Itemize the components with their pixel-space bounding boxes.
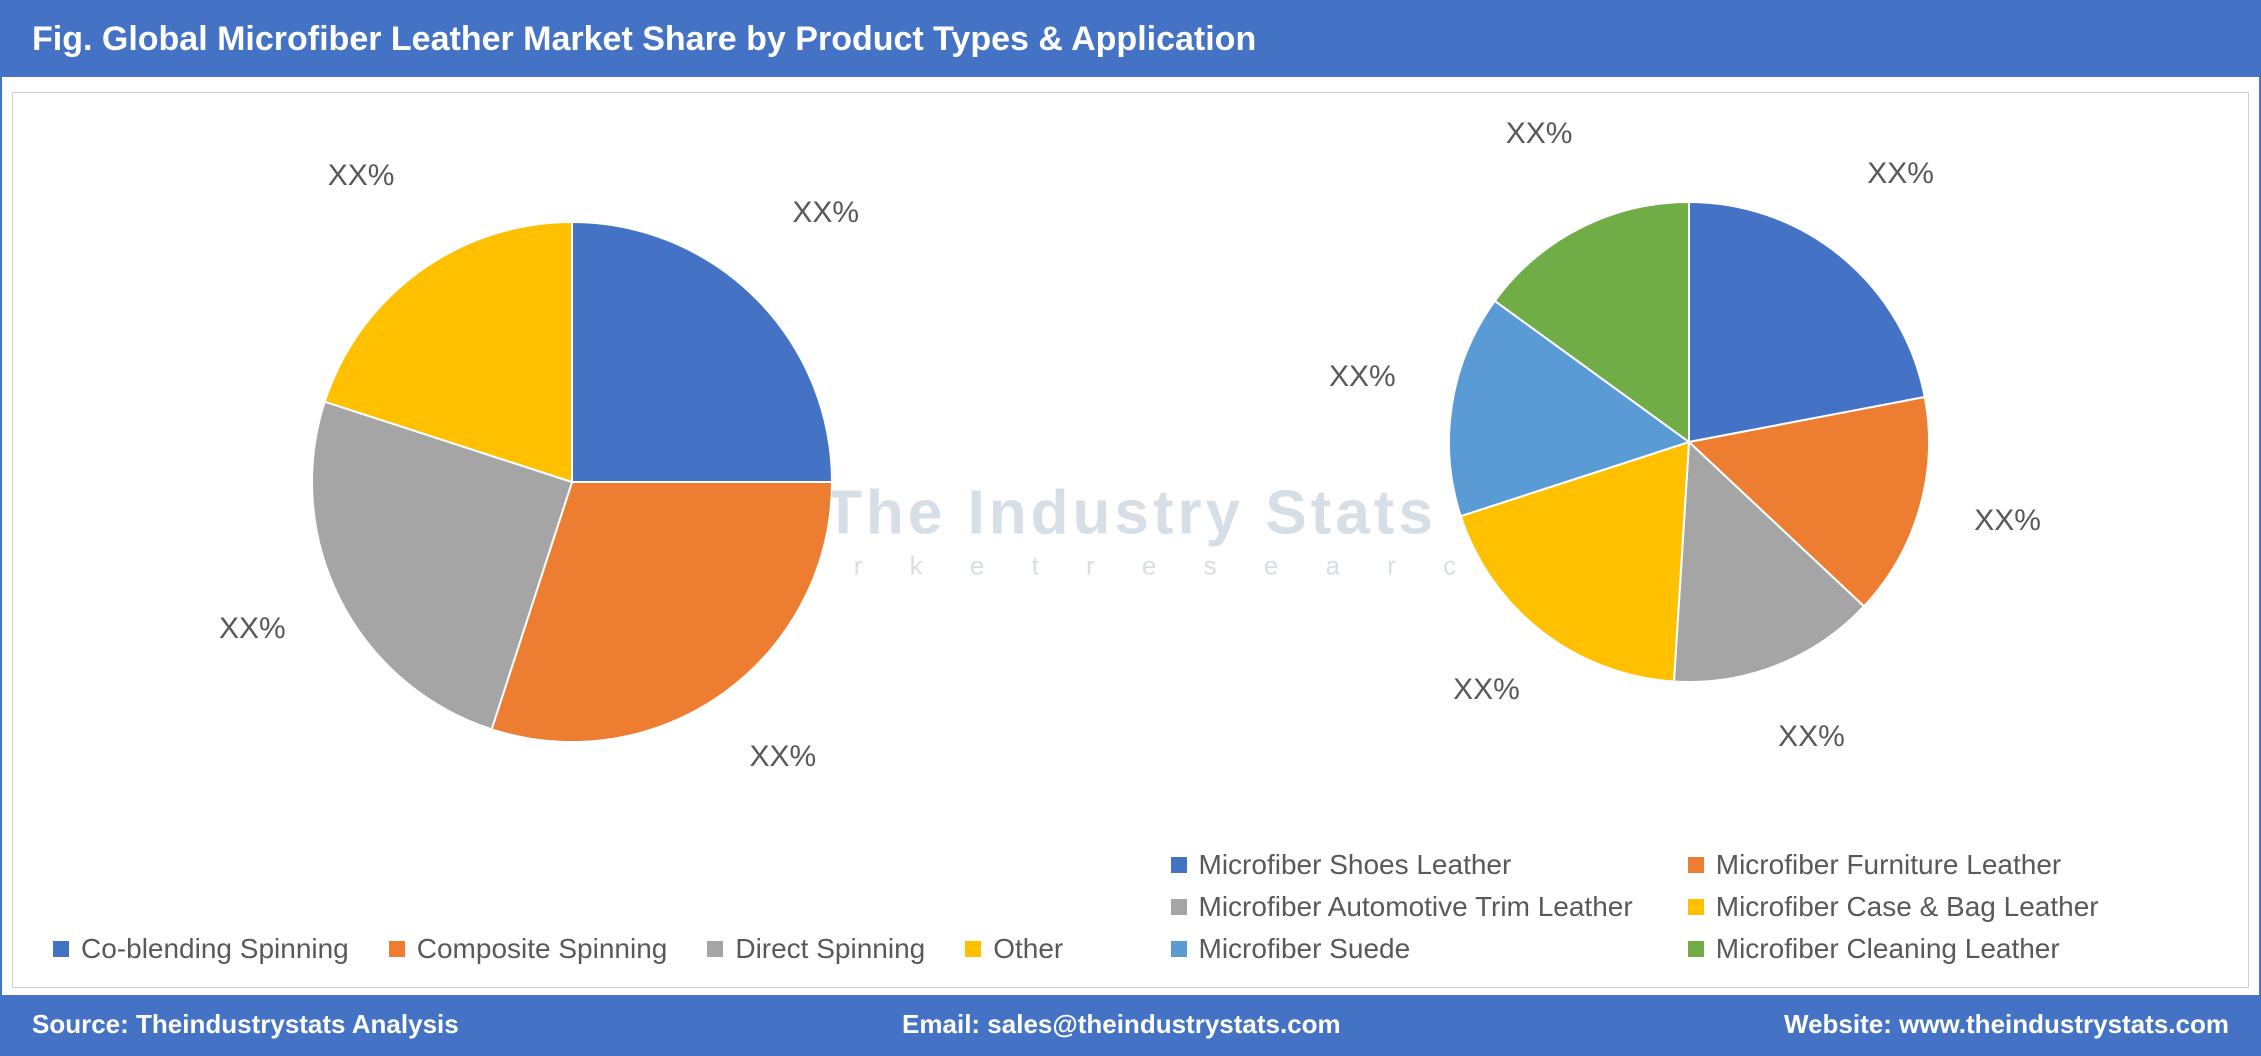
application-slice-label-5: XX% — [1506, 117, 1573, 151]
application-legend-item-1: Microfiber Furniture Leather — [1688, 849, 2165, 881]
product-types-legend-item-0: Co-blending Spinning — [53, 933, 349, 965]
application-legend-label-3: Microfiber Case & Bag Leather — [1716, 891, 2099, 923]
footer-bar: Source: Theindustrystats Analysis Email:… — [2, 995, 2259, 1054]
application-pie — [1449, 202, 1929, 682]
legend-right: Microfiber Shoes Leather Microfiber Furni… — [1131, 839, 2249, 987]
pie-right-wrap: XX% XX% XX% XX% XX% XX% — [1131, 93, 2249, 839]
product-types-legend-swatch-0 — [53, 941, 69, 957]
application-legend-swatch-0 — [1171, 857, 1187, 873]
figure-frame: Fig. Global Microfiber Leather Market Sh… — [0, 0, 2261, 1056]
application-legend-label-1: Microfiber Furniture Leather — [1716, 849, 2061, 881]
application-slice-label-1: XX% — [1974, 504, 2041, 538]
application-slice-label-2: XX% — [1778, 720, 1845, 754]
legend-left: Co-blending Spinning Composite Spinning Di… — [13, 923, 1131, 987]
application-legend-item-0: Microfiber Shoes Leather — [1171, 849, 1648, 881]
application-legend-label-4: Microfiber Suede — [1199, 933, 1411, 965]
product-types-legend-swatch-1 — [389, 941, 405, 957]
application-legend-label-2: Microfiber Automotive Trim Leather — [1199, 891, 1633, 923]
product-types-slice-0 — [572, 222, 832, 482]
product-types-legend-item-1: Composite Spinning — [389, 933, 668, 965]
application-legend-item-3: Microfiber Case & Bag Leather — [1688, 891, 2165, 923]
application-legend-label-5: Microfiber Cleaning Leather — [1716, 933, 2060, 965]
product-types-legend-label-2: Direct Spinning — [735, 933, 925, 965]
application-legend-item-5: Microfiber Cleaning Leather — [1688, 933, 2165, 965]
footer-website: Website: www.theindustrystats.com — [1784, 1009, 2229, 1040]
product-types-legend-item-2: Direct Spinning — [707, 933, 925, 965]
product-types-legend-swatch-3 — [965, 941, 981, 957]
application-legend-label-0: Microfiber Shoes Leather — [1199, 849, 1512, 881]
application-legend-swatch-4 — [1171, 941, 1187, 957]
product-types-slice-label-3: XX% — [328, 159, 395, 193]
footer-email: Email: sales@theindustrystats.com — [902, 1009, 1341, 1040]
pie-left-wrap: XX% XX% XX% XX% — [13, 93, 1131, 923]
figure-title: Fig. Global Microfiber Leather Market Sh… — [32, 20, 1256, 58]
application-legend-swatch-1 — [1688, 857, 1704, 873]
left-panel: XX% XX% XX% XX% Co-blending Spinning Composi… — [13, 93, 1131, 987]
product-types-legend-label-1: Composite Spinning — [417, 933, 668, 965]
chart-area: The Industry Stats m a r k e t r e s e a… — [12, 92, 2249, 988]
product-types-pie — [312, 222, 832, 742]
product-types-slice-label-2: XX% — [219, 612, 286, 646]
application-slice-label-4: XX% — [1329, 360, 1396, 394]
product-types-legend-label-3: Other — [993, 933, 1063, 965]
application-legend-swatch-3 — [1688, 899, 1704, 915]
application-legend-swatch-2 — [1171, 899, 1187, 915]
title-bar: Fig. Global Microfiber Leather Market Sh… — [2, 2, 2259, 77]
application-slice-label-3: XX% — [1453, 673, 1520, 707]
application-legend-item-2: Microfiber Automotive Trim Leather — [1171, 891, 1648, 923]
product-types-legend-label-0: Co-blending Spinning — [81, 933, 349, 965]
application-legend-swatch-5 — [1688, 941, 1704, 957]
product-types-legend-item-3: Other — [965, 933, 1063, 965]
product-types-slice-label-0: XX% — [792, 196, 859, 230]
product-types-legend-swatch-2 — [707, 941, 723, 957]
product-types-slice-label-1: XX% — [750, 740, 817, 774]
right-panel: XX% XX% XX% XX% XX% XX% Microfiber Shoes Leat… — [1131, 93, 2249, 987]
footer-source: Source: Theindustrystats Analysis — [32, 1009, 459, 1040]
application-legend-item-4: Microfiber Suede — [1171, 933, 1648, 965]
application-slice-label-0: XX% — [1867, 157, 1934, 191]
